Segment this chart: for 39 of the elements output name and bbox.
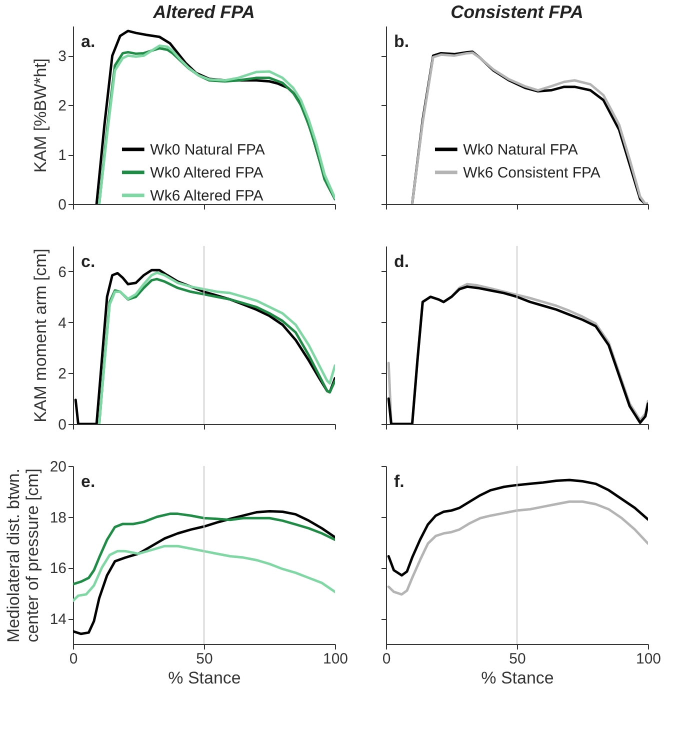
y-tick-label: 20 — [50, 458, 66, 476]
x-axis-title: % Stance — [481, 668, 554, 688]
legend-label: Wk0 Natural FPA — [150, 141, 265, 158]
legend-label: Wk6 Consistent FPA — [463, 164, 600, 182]
annotation: c. — [81, 252, 96, 271]
chart-title: Altered FPA — [152, 2, 255, 22]
y-tick-label: 6 — [58, 264, 66, 281]
y-axis-title: Mediolateral dist. btwn. center of pressure [cm] — [4, 468, 42, 642]
annotation: d. — [394, 252, 410, 271]
x-axis-title: % Stance — [168, 668, 241, 688]
x-tick-label: 0 — [382, 650, 391, 668]
x-tick-label: 100 — [636, 650, 662, 668]
legend-label: Wk0 Altered FPA — [150, 164, 264, 182]
y-tick-label: 3 — [58, 48, 66, 66]
y-tick-label: 4 — [58, 314, 66, 332]
y-axis-title: KAM [%BW*ht] — [31, 58, 50, 173]
line-series — [73, 510, 335, 636]
x-tick-label: 50 — [509, 650, 526, 668]
legend-label: Wk0 Natural FPA — [463, 141, 578, 158]
annotation: a. — [81, 32, 96, 51]
y-tick-label: 18 — [50, 509, 66, 526]
annotation: f. — [394, 472, 404, 491]
y-tick-label: 16 — [50, 560, 66, 578]
y-tick-label: 0 — [58, 416, 66, 434]
annotation: e. — [81, 472, 96, 491]
x-tick-label: 50 — [196, 650, 213, 668]
y-tick-label: 2 — [58, 366, 66, 383]
chart-title: Consistent FPA — [450, 2, 584, 22]
x-tick-label: 100 — [322, 650, 348, 668]
x-tick-label: 0 — [69, 650, 78, 668]
y-tick-label: 14 — [50, 611, 66, 628]
y-axis-title: KAM moment arm [cm] — [31, 248, 50, 422]
line-series — [73, 544, 335, 602]
legend-label: Wk6 Altered FPA — [150, 187, 264, 204]
y-tick-label: 1 — [58, 147, 66, 164]
y-tick-label: 0 — [58, 196, 66, 214]
y-tick-label: 2 — [58, 98, 66, 115]
annotation: b. — [394, 32, 410, 51]
line-series — [73, 512, 335, 586]
